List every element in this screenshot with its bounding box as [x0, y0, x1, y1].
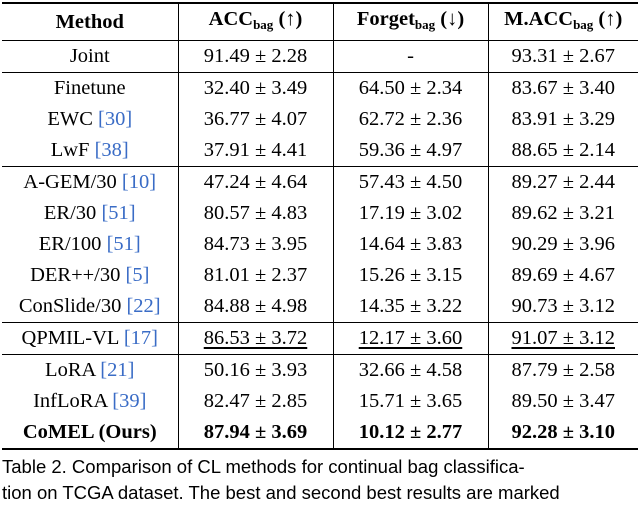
method-cell: Finetune — [2, 72, 178, 104]
citation-link[interactable]: [21] — [100, 359, 135, 381]
macc-cell: 87.79 ± 2.58 — [487, 354, 638, 386]
table-caption: Table 2. Comparison of CL methods for co… — [2, 454, 638, 506]
citation-link[interactable]: [51] — [106, 233, 141, 255]
method-cell: ER/30 [51] — [43, 202, 136, 224]
macc-cell: 90.29 ± 3.96 — [487, 229, 638, 260]
table-row: Joint 91.49 ± 2.28-93.31 ± 2.67 — [2, 40, 638, 73]
acc-cell: 91.49 ± 2.28 — [177, 40, 333, 73]
macc-cell: 89.69 ± 4.67 — [487, 260, 638, 291]
table-row: LoRA [21] 50.16 ± 3.93 32.66 ± 4.58 87.79 ±… — [2, 354, 638, 386]
header-row: Method ACCbag (↑) Forgetbag (↓) M.ACCbag… — [2, 2, 638, 41]
acc-cell: 80.57 ± 4.83 — [177, 198, 333, 229]
forget-cell: 59.36 ± 4.97 — [332, 135, 488, 167]
forget-cell: 12.17 ± 3.60 — [332, 322, 488, 355]
table-row: CoMEL (Ours) 87.94 ± 3.69 10.12 ± 2.77 92.2… — [2, 417, 638, 450]
caption-line-2: tion on TCGA dataset. The best and secon… — [2, 482, 560, 503]
table-row: ConSlide/30 [22] 84.88 ± 4.98 14.35 ± 3.22… — [2, 291, 638, 323]
acc-cell: 37.91 ± 4.41 — [177, 135, 333, 167]
citation-link[interactable]: [17] — [123, 327, 158, 349]
table-body: Joint 91.49 ± 2.28-93.31 ± 2.67 Finetune 32… — [2, 40, 638, 450]
forget-cell: 62.72 ± 2.36 — [332, 104, 488, 135]
acc-cell: 84.88 ± 4.98 — [177, 291, 333, 323]
forget-cell: 15.26 ± 3.15 — [332, 260, 488, 291]
method-cell: InfLoRA [39] — [33, 390, 147, 412]
method-cell: A-GEM/30 [10] — [2, 166, 178, 198]
method-cell: LoRA [21] — [2, 354, 178, 386]
method-cell: ER/100 [51] — [38, 233, 141, 255]
header-acc: ACCbag (↑) — [177, 2, 333, 41]
forget-cell: 17.19 ± 3.02 — [332, 198, 488, 229]
forget-cell: 14.35 ± 3.22 — [332, 291, 488, 323]
macc-cell: 92.28 ± 3.10 — [487, 417, 638, 450]
acc-cell: 36.77 ± 4.07 — [177, 104, 333, 135]
results-table-container: Method ACCbag (↑) Forgetbag (↓) M.ACCbag… — [2, 2, 638, 450]
macc-cell: 91.07 ± 3.12 — [487, 322, 638, 355]
acc-cell: 82.47 ± 2.85 — [177, 386, 333, 417]
acc-cell: 32.40 ± 3.49 — [177, 72, 333, 104]
results-table: Method ACCbag (↑) Forgetbag (↓) M.ACCbag… — [2, 2, 638, 450]
forget-cell: 10.12 ± 2.77 — [332, 417, 488, 450]
forget-cell: 14.64 ± 3.83 — [332, 229, 488, 260]
citation-link[interactable]: [22] — [126, 295, 161, 317]
acc-cell: 50.16 ± 3.93 — [177, 354, 333, 386]
header-method: Method — [2, 2, 178, 41]
method-cell: QPMIL-VL [17] — [2, 322, 178, 355]
acc-cell: 86.53 ± 3.72 — [177, 322, 333, 355]
acc-cell: 84.73 ± 3.95 — [177, 229, 333, 260]
acc-cell: 47.24 ± 4.64 — [177, 166, 333, 198]
table-row: ER/100 [51] 84.73 ± 3.95 14.64 ± 3.83 90.29… — [2, 229, 638, 260]
forget-cell: - — [332, 40, 488, 73]
table-row: Finetune 32.40 ± 3.49 64.50 ± 2.34 83.67 ± … — [2, 72, 638, 104]
table-row: QPMIL-VL [17] 86.53 ± 3.72 12.17 ± 3.60 91.… — [2, 322, 638, 355]
citation-link[interactable]: [51] — [101, 202, 136, 224]
table-row: DER++/30 [5] 81.01 ± 2.37 15.26 ± 3.15 89.6… — [2, 260, 638, 291]
acc-cell: 81.01 ± 2.37 — [177, 260, 333, 291]
table-row: LwF [38] 37.91 ± 4.41 59.36 ± 4.97 88.65 ± … — [2, 135, 638, 167]
macc-cell: 93.31 ± 2.67 — [487, 40, 638, 73]
table-row: InfLoRA [39] 82.47 ± 2.85 15.71 ± 3.65 89.5… — [2, 386, 638, 417]
citation-link[interactable]: [10] — [121, 171, 157, 193]
method-cell: Joint — [69, 45, 110, 67]
citation-link[interactable]: [30] — [98, 108, 133, 130]
macc-cell: 89.62 ± 3.21 — [487, 198, 638, 229]
macc-cell: 90.73 ± 3.12 — [487, 291, 638, 323]
forget-cell: 57.43 ± 4.50 — [332, 166, 488, 198]
forget-cell: 32.66 ± 4.58 — [332, 354, 488, 386]
macc-cell: 83.67 ± 3.40 — [487, 72, 638, 104]
method-cell: EWC [30] — [47, 108, 133, 130]
forget-cell: 15.71 ± 3.65 — [332, 386, 488, 417]
macc-cell: 89.27 ± 2.44 — [487, 166, 638, 198]
table-row: A-GEM/30 [10] 47.24 ± 4.64 57.43 ± 4.50 89.… — [2, 166, 638, 198]
citation-link[interactable]: [5] — [125, 264, 150, 286]
forget-cell: 64.50 ± 2.34 — [332, 72, 488, 104]
citation-link[interactable]: [39] — [112, 390, 147, 412]
method-cell: DER++/30 [5] — [30, 264, 150, 286]
macc-cell: 88.65 ± 2.14 — [487, 135, 638, 167]
method-cell: ConSlide/30 [22] — [18, 295, 161, 317]
header-macc: M.ACCbag (↑) — [487, 2, 638, 41]
header-forget: Forgetbag (↓) — [332, 2, 488, 41]
method-cell: CoMEL (Ours) — [2, 417, 178, 450]
table-row: ER/30 [51] 80.57 ± 4.83 17.19 ± 3.02 89.62 … — [2, 198, 638, 229]
macc-cell: 89.50 ± 3.47 — [487, 386, 638, 417]
caption-line-1: Table 2. Comparison of CL methods for co… — [2, 456, 525, 477]
acc-cell: 87.94 ± 3.69 — [177, 417, 333, 450]
method-cell: LwF [38] — [50, 139, 129, 161]
table-row: EWC [30] 36.77 ± 4.07 62.72 ± 2.36 83.91 ± … — [2, 104, 638, 135]
macc-cell: 83.91 ± 3.29 — [487, 104, 638, 135]
citation-link[interactable]: [38] — [94, 139, 129, 161]
